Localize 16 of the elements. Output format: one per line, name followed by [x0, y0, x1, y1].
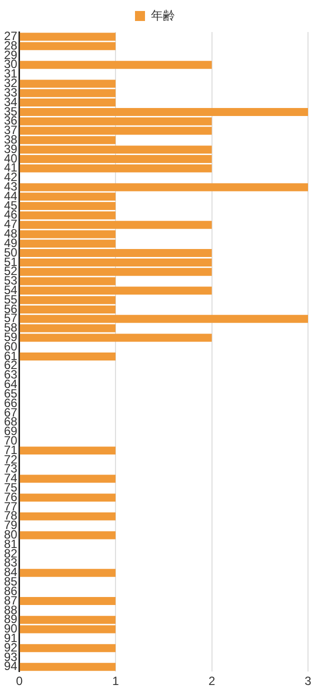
x-tick-label: 3: [304, 674, 312, 688]
bar: [20, 446, 116, 455]
x-tick-label: 2: [208, 674, 216, 688]
bar: [20, 662, 116, 671]
legend-label: 年齢: [151, 8, 175, 22]
x-tick-label: 1: [112, 674, 120, 688]
bar: [20, 644, 116, 652]
bar: [20, 352, 116, 360]
bar: [20, 597, 116, 606]
bar: [20, 60, 212, 69]
bar: [20, 494, 116, 502]
bar: [20, 568, 116, 577]
x-tick-label: 0: [16, 674, 24, 688]
bar: [20, 512, 116, 520]
bar: [20, 474, 116, 483]
bar: [20, 531, 116, 540]
